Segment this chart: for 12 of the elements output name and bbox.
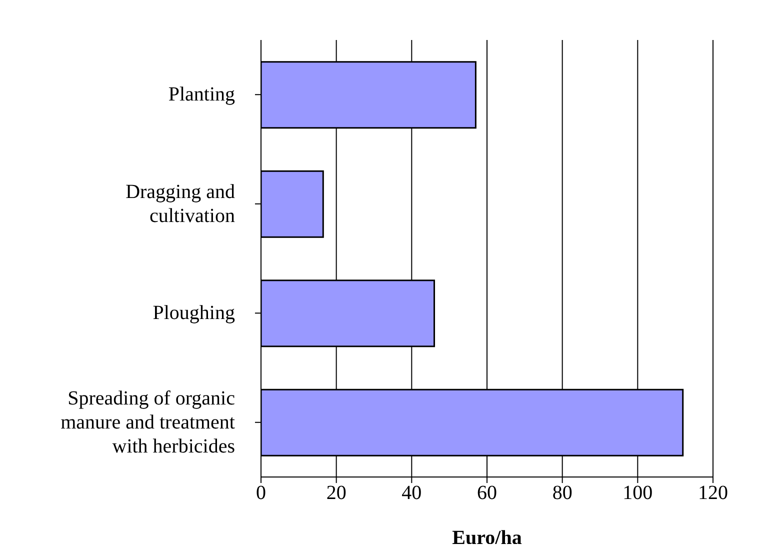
x-tick-label: 80 [552, 482, 572, 504]
y-tick-label: Spreading of organic manure and treatment with herbicides [60, 387, 236, 458]
x-tick-label: 0 [256, 482, 266, 504]
y-tick-label: Dragging and cultivation [126, 180, 235, 227]
x-tick-label: 120 [698, 482, 728, 504]
x-tick-label: 60 [477, 482, 497, 504]
x-tick-label: 100 [622, 482, 653, 504]
y-tick-label: Ploughing [152, 302, 235, 324]
x-tick-label: 40 [402, 482, 422, 504]
y-tick-label: Planting [168, 84, 235, 106]
x-axis-title: Euro/ha [452, 527, 522, 549]
x-tick-label: 20 [326, 482, 346, 504]
